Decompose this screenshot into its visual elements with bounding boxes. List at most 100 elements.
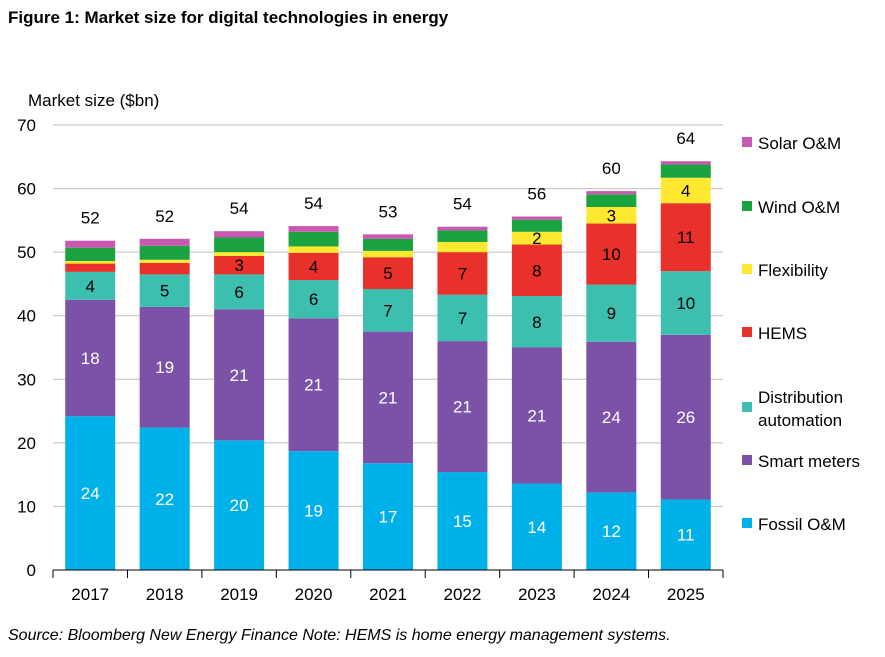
bar-segment bbox=[288, 226, 339, 232]
x-tick-label: 2023 bbox=[518, 585, 556, 604]
data-label: 7 bbox=[458, 309, 467, 328]
legend-swatch bbox=[742, 518, 752, 528]
figure-title: Figure 1: Market size for digital techno… bbox=[8, 8, 449, 27]
bar-segment bbox=[214, 255, 265, 275]
x-tick-label: 2021 bbox=[369, 585, 407, 604]
bar-segment bbox=[363, 331, 413, 464]
bar-segment bbox=[363, 289, 413, 332]
data-label: 22 bbox=[155, 490, 174, 509]
bar-segment bbox=[586, 284, 637, 342]
legend: Solar O&M Wind O&M Flexibility HEMS Distribu… bbox=[742, 134, 860, 534]
data-label: 18 bbox=[81, 349, 100, 368]
legend-label: Smart meters bbox=[758, 452, 860, 471]
bar-segment bbox=[660, 334, 711, 500]
bar-segment bbox=[214, 309, 265, 441]
y-tick-label: 30 bbox=[17, 370, 36, 389]
data-label: 8 bbox=[532, 261, 541, 280]
data-label: 11 bbox=[677, 228, 695, 247]
bar-segment bbox=[214, 274, 265, 310]
bar-segment bbox=[511, 347, 562, 484]
total-label: 64 bbox=[676, 129, 695, 148]
data-label: 6 bbox=[234, 283, 243, 302]
bar-segment bbox=[437, 341, 488, 473]
bar-segment bbox=[139, 427, 190, 570]
bar-segment bbox=[288, 231, 339, 247]
data-label: 12 bbox=[602, 522, 621, 541]
bar-segment bbox=[586, 492, 637, 570]
y-tick-label: 10 bbox=[17, 497, 36, 516]
bar-segment bbox=[139, 274, 190, 307]
legend-label: Fossil O&M bbox=[758, 515, 846, 534]
total-label: 52 bbox=[155, 207, 174, 226]
bar-segment bbox=[288, 252, 339, 281]
bar-segment bbox=[511, 219, 562, 232]
data-label: 21 bbox=[527, 407, 546, 426]
bar-segment bbox=[437, 294, 488, 342]
bar-segment bbox=[65, 247, 116, 262]
bar-segment bbox=[660, 177, 711, 204]
data-label: 9 bbox=[607, 304, 616, 323]
data-label: 5 bbox=[160, 282, 169, 301]
y-tick-label: 20 bbox=[17, 434, 36, 453]
data-label: 21 bbox=[304, 376, 323, 395]
bar-segment bbox=[437, 252, 488, 295]
x-tick-label: 2022 bbox=[444, 585, 482, 604]
legend-swatch bbox=[742, 327, 752, 337]
y-tick-label: 70 bbox=[17, 116, 36, 135]
bar-segment bbox=[660, 499, 711, 570]
total-label: 52 bbox=[81, 209, 100, 228]
bar-segment bbox=[437, 230, 488, 242]
bar-segment bbox=[437, 226, 488, 231]
bar-segment bbox=[65, 271, 116, 300]
x-tick-label: 2020 bbox=[295, 585, 333, 604]
bar-segment bbox=[139, 238, 190, 246]
data-label: 24 bbox=[602, 408, 621, 427]
bar-segment bbox=[65, 261, 116, 264]
bar-segment bbox=[511, 231, 562, 245]
y-tick-label: 50 bbox=[17, 243, 36, 262]
data-label: 15 bbox=[453, 512, 472, 531]
legend-label: automation bbox=[758, 411, 842, 430]
total-label: 60 bbox=[602, 159, 621, 178]
bar-segment bbox=[363, 257, 413, 290]
bar-segment bbox=[586, 191, 637, 195]
data-label: 10 bbox=[602, 245, 621, 264]
bar-segment bbox=[65, 416, 116, 570]
data-label: 21 bbox=[453, 398, 472, 417]
legend-label: Solar O&M bbox=[758, 134, 841, 153]
x-tick-label: 2019 bbox=[220, 585, 258, 604]
data-label: 5 bbox=[383, 264, 392, 283]
bar-segment bbox=[288, 246, 339, 253]
data-label: 24 bbox=[81, 484, 100, 503]
x-tick-label: 2024 bbox=[592, 585, 630, 604]
total-label: 54 bbox=[230, 199, 249, 218]
legend-label: Wind O&M bbox=[758, 198, 840, 217]
data-label: 4 bbox=[85, 277, 94, 296]
bar-segment bbox=[214, 440, 265, 570]
legend-label: HEMS bbox=[758, 324, 807, 343]
x-tick-label: 2017 bbox=[71, 585, 109, 604]
data-label: 7 bbox=[458, 264, 467, 283]
bar-segment bbox=[511, 296, 562, 348]
legend-swatch bbox=[742, 137, 752, 147]
legend-swatch bbox=[742, 264, 752, 274]
bar-segment bbox=[363, 463, 413, 570]
bar-segment bbox=[586, 341, 637, 493]
bar-segment bbox=[660, 203, 711, 272]
source-note: Source: Bloomberg New Energy Finance Not… bbox=[8, 627, 671, 644]
bar-segment bbox=[437, 241, 488, 253]
y-tick-label: 60 bbox=[17, 180, 36, 199]
data-label: 8 bbox=[532, 313, 541, 332]
bar-segment bbox=[214, 252, 265, 256]
data-label: 20 bbox=[230, 496, 249, 515]
bar-segment bbox=[65, 240, 116, 248]
bar-segment bbox=[363, 234, 413, 239]
bar-segment bbox=[511, 244, 562, 297]
data-label: 19 bbox=[155, 358, 174, 377]
bar-segment bbox=[511, 483, 562, 570]
bar-segment bbox=[288, 318, 339, 452]
data-label: 21 bbox=[379, 388, 398, 407]
bar-segment bbox=[586, 194, 637, 208]
bar-segment bbox=[214, 231, 265, 238]
bar-segment bbox=[139, 259, 190, 263]
